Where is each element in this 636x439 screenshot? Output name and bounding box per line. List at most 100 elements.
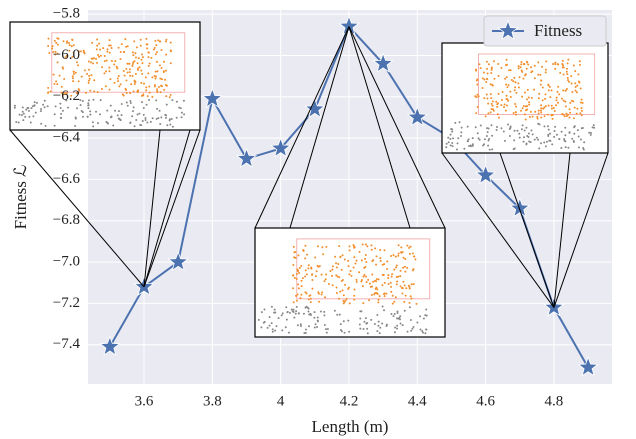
cloud-dot [487,103,489,105]
cloud-dot [165,95,167,97]
cloud-dot [165,54,167,56]
ground-dot [22,111,24,113]
ground-dot [110,105,112,107]
cloud-dot [486,68,488,70]
ground-dot [523,141,525,143]
ground-dot [42,104,44,106]
ground-dot [26,107,28,109]
cloud-dot [395,296,397,298]
cloud-dot [526,105,528,107]
ground-dot [313,317,315,319]
cloud-dot [530,111,532,113]
ground-dot [583,141,585,143]
cloud-dot [506,76,508,78]
cloud-dot [545,60,547,62]
ground-dot [545,145,547,147]
cloud-dot [127,45,129,47]
cloud-dot [399,275,401,277]
ground-dot [509,135,511,137]
cloud-dot [301,285,303,287]
cloud-dot [570,75,572,77]
cloud-dot [562,66,564,68]
cloud-dot [486,97,488,99]
cloud-dot [304,257,306,259]
cloud-dot [565,105,567,107]
ground-dot [40,123,42,125]
ground-dot [491,124,493,126]
ground-dot [396,317,398,319]
cloud-dot [141,62,143,64]
cloud-dot [574,70,576,72]
cloud-dot [412,269,414,271]
cloud-dot [554,68,556,70]
cloud-dot [557,63,559,65]
cloud-dot [533,89,535,91]
cloud-dot [492,100,494,102]
ground-dot [25,109,27,111]
ground-dot [24,116,26,118]
cloud-dot [581,110,583,112]
ground-dot [155,99,157,101]
ground-dot [134,125,136,127]
cloud-dot [93,79,95,81]
cloud-dot [487,72,489,74]
ground-dot [297,324,299,326]
ground-dot [67,107,69,109]
cloud-dot [47,87,49,89]
ground-dot [89,110,91,112]
cloud-dot [134,83,136,85]
ground-dot [467,126,469,128]
legend-label: Fitness [534,21,582,40]
ground-dot [293,311,295,313]
cloud-dot [390,282,392,284]
cloud-dot [163,89,165,91]
ground-dot [582,147,584,149]
cloud-dot [491,67,493,69]
cloud-dot [366,281,368,283]
cloud-dot [534,111,536,113]
ground-dot [144,117,146,119]
ground-dot [80,104,82,106]
ground-dot [112,124,114,126]
cloud-dot [296,273,298,275]
cloud-dot [367,279,369,281]
cloud-dot [119,58,121,60]
cloud-dot [66,40,68,42]
ground-dot [308,314,310,316]
ground-dot [593,127,595,129]
ground-dot [261,311,263,313]
cloud-dot [545,105,547,107]
cloud-dot [404,284,406,286]
cloud-dot [322,253,324,255]
cloud-dot [109,39,111,41]
ground-dot [518,133,520,135]
ground-dot [410,319,412,321]
cloud-dot [576,91,578,93]
cloud-dot [331,269,333,271]
cloud-dot [515,111,517,113]
ground-dot [23,113,25,115]
ground-dot [327,328,329,330]
ground-dot [172,126,174,128]
ground-dot [310,314,312,316]
cloud-dot [88,82,90,84]
cloud-dot [482,77,484,79]
cloud-dot [96,48,98,50]
ground-dot [445,146,447,148]
ground-dot [347,320,349,322]
cloud-dot [406,267,408,269]
cloud-dot [564,115,566,117]
ground-dot [521,128,523,130]
ground-dot [274,330,276,332]
cloud-dot [311,273,313,275]
ground-dot [159,110,161,112]
cloud-dot [132,54,134,56]
cloud-dot [307,267,309,269]
cloud-dot [332,265,334,267]
cloud-dot [142,56,144,58]
cloud-dot [510,96,512,98]
cloud-dot [542,86,544,88]
cloud-dot [296,300,298,302]
ground-dot [288,332,290,334]
ground-dot [307,307,309,309]
